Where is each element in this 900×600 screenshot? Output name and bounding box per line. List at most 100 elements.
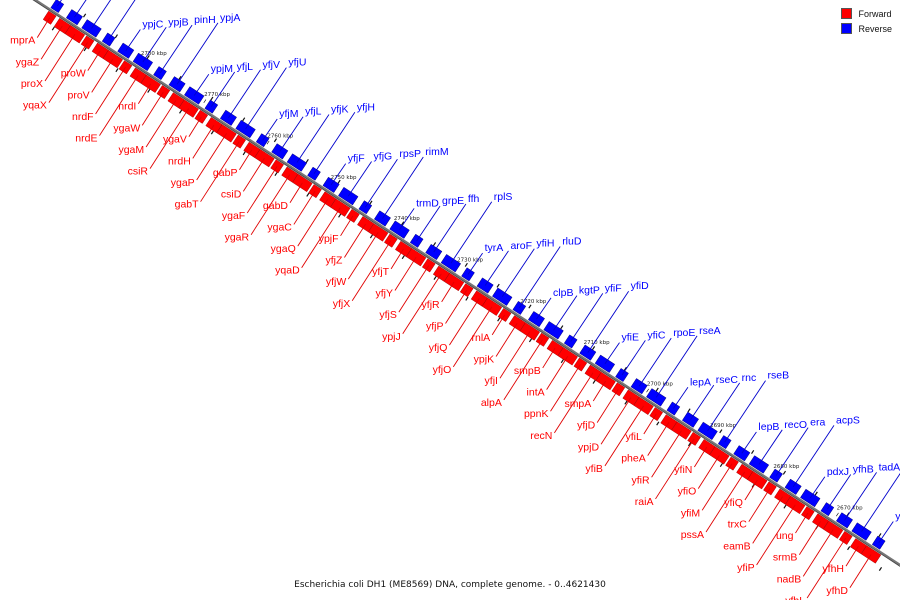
position-mark (560, 359, 564, 364)
forward-gene-label: ypjD (578, 441, 599, 453)
forward-gene-label: proX (21, 78, 43, 90)
reverse-gene-label: yfhB (853, 464, 874, 476)
forward-gene-leader (705, 471, 746, 533)
forward-gene-leader (592, 380, 607, 402)
forward-gene-leader (402, 273, 442, 335)
reverse-gene-label: pdxJ (827, 466, 849, 478)
forward-gene-label: ygaP (171, 177, 195, 189)
position-mark (751, 483, 755, 488)
reverse-gene-leader (655, 335, 698, 398)
position-mark (591, 346, 596, 351)
forward-gene-leader (701, 463, 733, 511)
reverse-gene-leader (142, 27, 167, 63)
reverse-gene-leader (210, 71, 236, 107)
forward-gene-label: yfiB (585, 463, 603, 475)
reverse-gene-leader (861, 472, 900, 532)
reverse-gene-label: rpoE (673, 327, 695, 339)
forward-gene-label: yfjY (375, 287, 393, 299)
forward-gene-label: gabP (213, 167, 238, 179)
forward-gene-leader (503, 339, 543, 401)
reverse-gene-label: yfjL (237, 61, 254, 73)
forward-gene-label: yfjR (422, 299, 441, 311)
forward-gene-leader (398, 265, 430, 313)
forward-gene-leader (188, 116, 202, 137)
forward-gene-leader (301, 207, 341, 268)
forward-gene-label: pssA (681, 529, 704, 541)
forward-gene-leader (744, 479, 758, 501)
forward-gene-label: alpA (481, 397, 502, 409)
reverse-gene-label: rseC (716, 374, 739, 386)
forward-gene-label: yfjP (426, 321, 444, 333)
forward-gene-label: yfjX (333, 298, 351, 310)
forward-gene-label: ygaW (113, 122, 140, 134)
reverse-gene-label: yfhK (895, 510, 900, 522)
reverse-gene-leader (108, 0, 136, 40)
position-mark (179, 109, 183, 114)
reverse-gene-label: recO (784, 419, 807, 431)
reverse-gene-label: clpB (553, 287, 573, 299)
reverse-gene-leader (621, 340, 646, 376)
forward-gene-label: eamB (723, 540, 750, 552)
reverse-gene-leader (74, 0, 87, 18)
reverse-gene-leader (672, 387, 689, 409)
reverse-gene-leader (382, 156, 424, 219)
forward-gene-leader (554, 372, 594, 434)
reverse-gene-leader (690, 384, 715, 420)
position-mark (878, 566, 883, 571)
forward-gene-label: yfjQ (429, 342, 448, 354)
forward-gene-leader (87, 50, 101, 71)
reverse-gene-label: lepA (690, 376, 711, 388)
forward-gene-leader (748, 488, 771, 522)
forward-gene-label: ppnK (524, 408, 549, 420)
forward-gene-label: ygaM (118, 144, 144, 156)
reverse-gene-leader (364, 158, 398, 208)
reverse-gene-label: ffh (468, 193, 480, 205)
forward-gene-leader (604, 405, 644, 467)
forward-gene-leader (752, 496, 783, 544)
position-mark (242, 151, 246, 156)
forward-gene-leader (445, 289, 468, 324)
forward-gene-leader (44, 34, 76, 82)
reverse-gene-leader (467, 252, 483, 275)
forward-gene-leader (246, 166, 278, 214)
reverse-gene-leader (878, 521, 894, 543)
reverse-gene-leader (159, 24, 193, 74)
position-mark (496, 283, 500, 288)
forward-gene-label: nrdF (72, 111, 94, 123)
position-mark (656, 421, 660, 426)
axis-tick-label: 2710 kbp (584, 340, 610, 346)
forward-gene-label: yfhH (822, 563, 844, 575)
reverse-gene-leader (313, 112, 356, 174)
position-mark (687, 442, 692, 447)
reverse-gene-leader (844, 472, 877, 521)
forward-gene-leader (48, 42, 88, 103)
reverse-gene-leader (758, 429, 783, 465)
reverse-gene-leader (433, 203, 467, 253)
position-mark (273, 138, 278, 143)
forward-gene-leader (499, 331, 531, 379)
forward-gene-leader (390, 248, 404, 270)
legend-reverse: Reverse (841, 23, 892, 34)
forward-gene-label: raiA (635, 496, 654, 508)
forward-gene-leader (145, 100, 177, 148)
forward-gene-leader (91, 58, 114, 93)
position-mark (369, 234, 374, 239)
forward-gene-label: yfjD (577, 420, 596, 432)
forward-gene-label: smpA (564, 398, 591, 410)
forward-gene-leader (697, 455, 720, 489)
forward-gene-label: smpB (514, 365, 541, 377)
forward-gene-label: proW (61, 68, 86, 80)
forward-gene-label: pheA (621, 453, 646, 465)
forward-gene-leader (293, 190, 316, 225)
position-mark (147, 88, 151, 93)
position-mark (338, 213, 342, 218)
reverse-gene-leader (518, 246, 561, 309)
forward-gene-leader (694, 446, 708, 468)
forward-gene-leader (849, 554, 872, 588)
position-mark (401, 221, 405, 226)
reverse-gene-label: aroF (510, 240, 532, 252)
forward-gene-label: csiR (128, 166, 149, 178)
position-mark (464, 262, 468, 267)
forward-gene-leader (394, 256, 417, 291)
legend: Forward Reverse (841, 8, 892, 38)
